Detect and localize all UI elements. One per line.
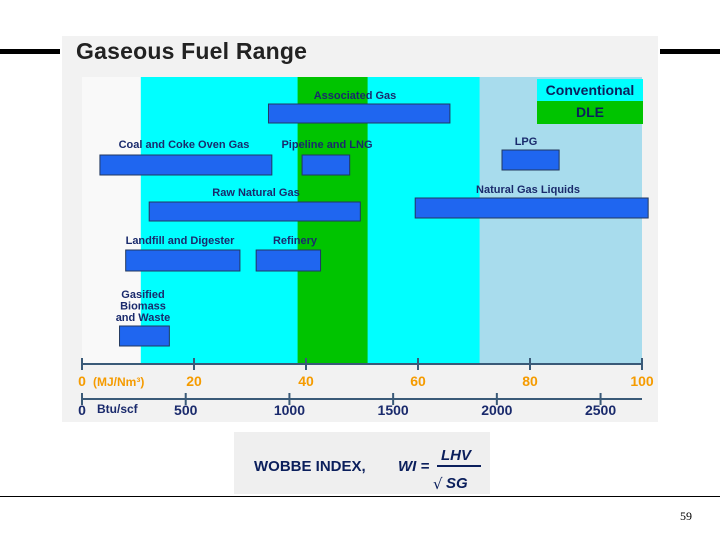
bar-label-lpg: LPG — [515, 136, 538, 148]
secondary-tick-label-1000: 1000 — [274, 402, 305, 418]
wobbe-radical: √ — [433, 475, 443, 493]
bar-label-natural-gas-liquids: Natural Gas Liquids — [476, 184, 580, 196]
bar-label-associated-gas: Associated Gas — [314, 90, 397, 102]
bar-label-gasified-biomass-and-waste: Gasified Biomass and Waste — [116, 289, 171, 324]
secondary-axis-unit: Btu/scf — [97, 402, 139, 416]
wobbe-formula-box: WOBBE INDEX, WI = LHV √ SG — [234, 432, 490, 494]
top-rule-right — [660, 49, 720, 54]
primary-tick-label-80: 80 — [522, 373, 538, 389]
secondary-tick-label-2000: 2000 — [481, 402, 512, 418]
bar-raw-natural-gas — [148, 201, 361, 222]
region-2 — [479, 77, 642, 363]
bar-pipeline-and-lng — [301, 154, 351, 176]
legend-swatch-dle — [537, 101, 643, 124]
bar-label-raw-natural-gas: Raw Natural Gas — [212, 187, 299, 199]
secondary-tick-label-0: 0 — [78, 402, 86, 418]
bar-coal-and-coke-oven-gas — [99, 154, 273, 176]
bar-lpg — [501, 149, 560, 171]
legend-label-dle: DLE — [576, 104, 604, 120]
primary-tick-label-100: 100 — [630, 373, 654, 389]
page-number: 59 — [680, 509, 692, 523]
wobbe-numerator: LHV — [441, 447, 473, 464]
primary-tick-label-60: 60 — [410, 373, 426, 389]
wobbe-lhs: WI = — [398, 458, 429, 475]
primary-tick-label-0: 0 — [78, 373, 86, 389]
legend-swatch-conventional — [537, 79, 643, 101]
bar-label-pipeline-and-lng: Pipeline and LNG — [281, 139, 372, 151]
bar-label-refinery: Refinery — [273, 235, 318, 247]
footer-rule — [0, 496, 720, 497]
bar-associated-gas — [267, 103, 451, 124]
bar-label-landfill-and-digester: Landfill and Digester — [126, 235, 236, 247]
secondary-tick-label-500: 500 — [174, 402, 198, 418]
primary-tick-label-20: 20 — [186, 373, 202, 389]
wobbe-denominator: SG — [446, 475, 468, 492]
bar-natural-gas-liquids — [414, 197, 649, 219]
top-rule-left — [0, 49, 60, 54]
wobbe-label: WOBBE INDEX, — [254, 458, 366, 475]
page-title: Gaseous Fuel Range — [76, 38, 308, 64]
secondary-tick-label-2500: 2500 — [585, 402, 616, 418]
bar-gasified-biomass-and-waste — [119, 325, 170, 347]
bar-landfill-and-digester — [125, 249, 241, 272]
legend-label-conventional: Conventional — [546, 82, 635, 98]
bar-refinery — [255, 249, 322, 272]
bar-label-coal-and-coke-oven-gas: Coal and Coke Oven Gas — [119, 139, 250, 151]
secondary-tick-label-1500: 1500 — [378, 402, 409, 418]
primary-axis-unit: (MJ/Nm³) — [93, 375, 144, 389]
primary-tick-label-40: 40 — [298, 373, 314, 389]
